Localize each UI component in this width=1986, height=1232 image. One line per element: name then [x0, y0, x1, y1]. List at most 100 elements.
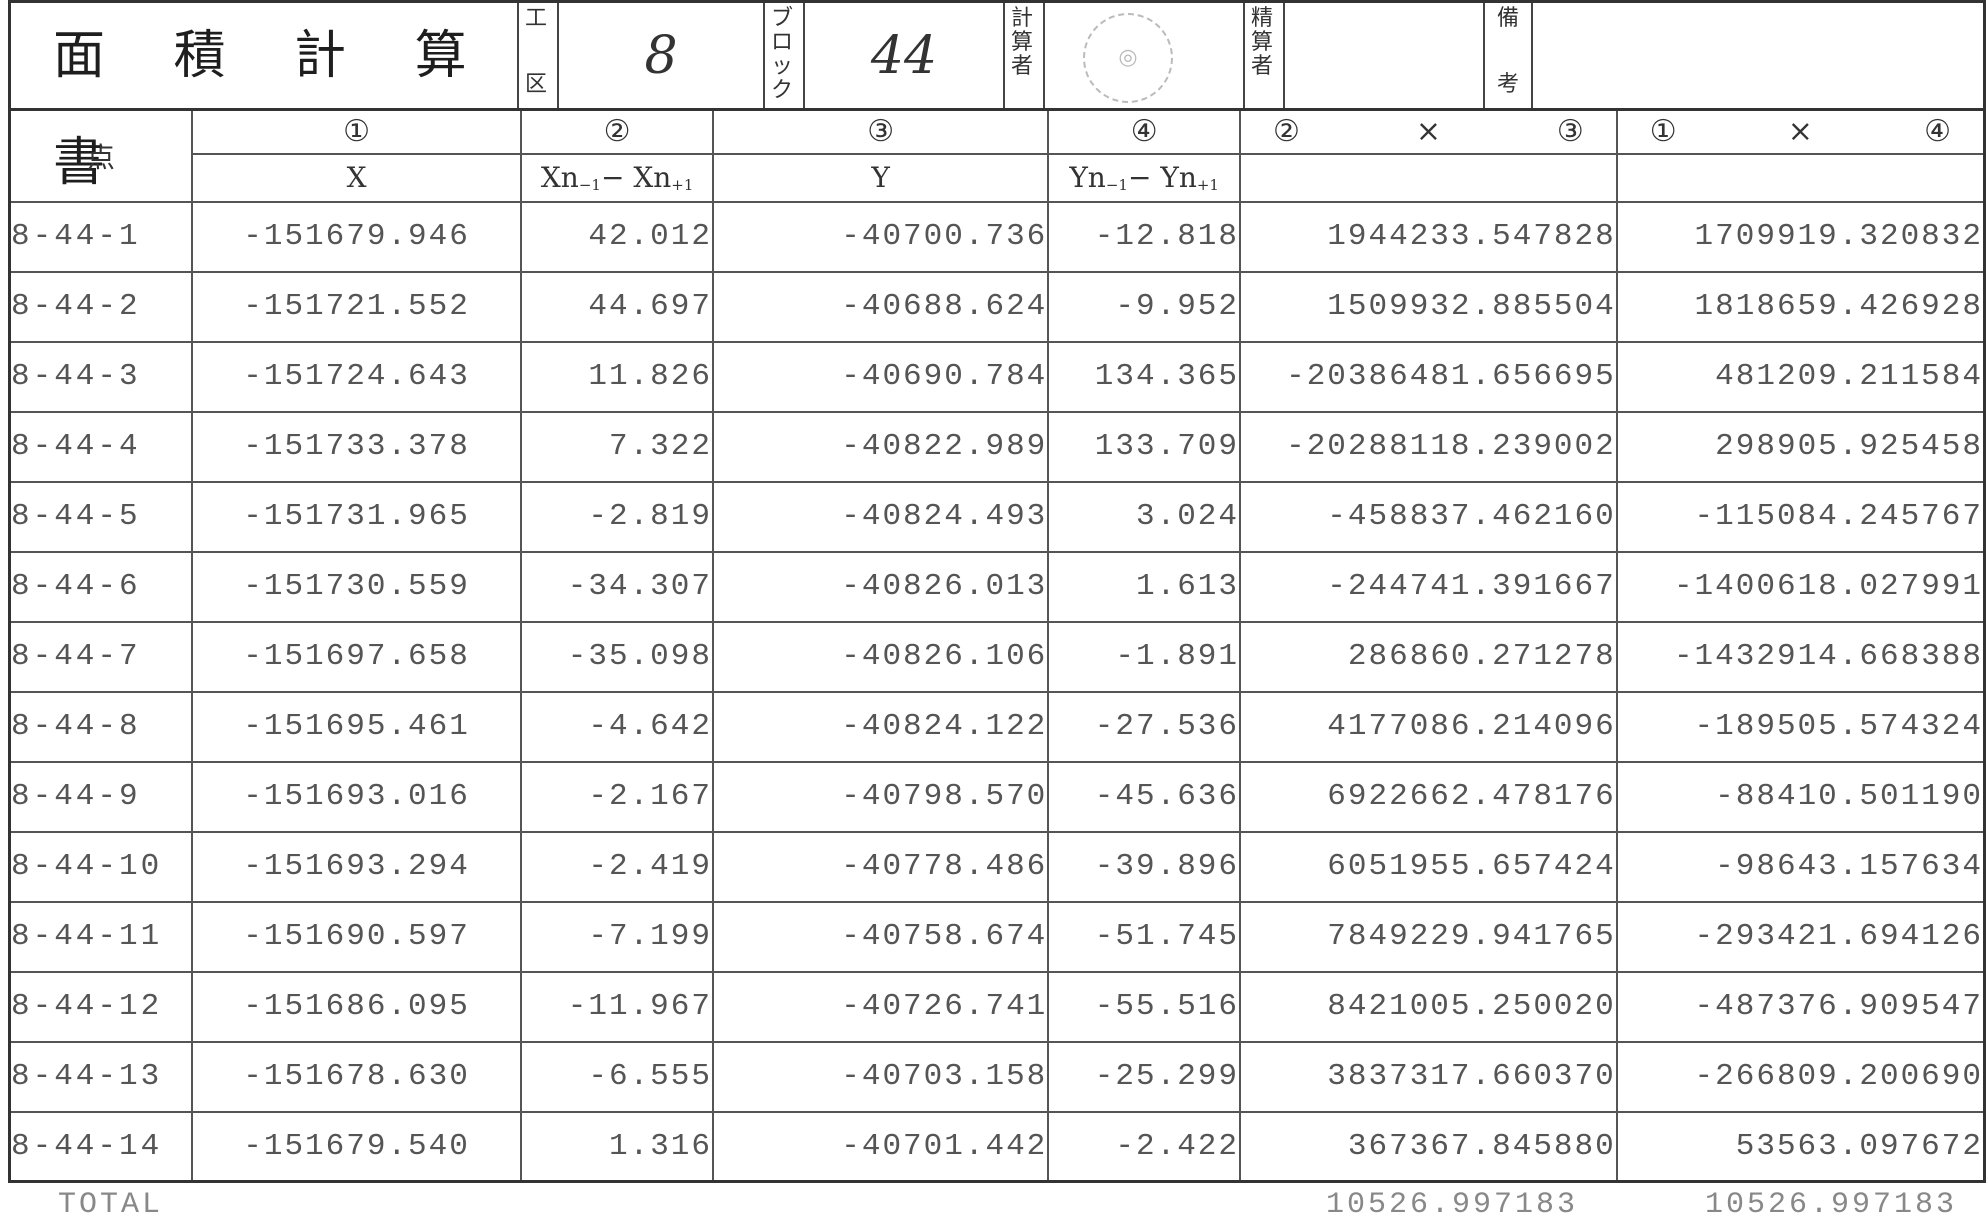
area-calculation-sheet: 面 積 計 算 書 工 区 8 ブ ロ ッ ク 44 計 算 者 ◎ 精 算 者… — [8, 0, 1986, 1232]
cell-product-23: 4177086.214096 — [1239, 690, 1618, 763]
cell-point: 8-44-8 — [8, 690, 193, 763]
cell-product-23: 3837317.660370 — [1239, 1040, 1618, 1113]
dy-label-part: − Yn — [1127, 161, 1197, 194]
cell-dx: -35.098 — [520, 620, 714, 693]
cell-dy: -9.952 — [1047, 270, 1242, 343]
cell-point: 8-44-10 — [8, 830, 193, 903]
cell-x: -151693.016 — [190, 760, 523, 833]
cell-dy: -45.636 — [1047, 760, 1242, 833]
calculator-seal-area: ◎ — [1045, 3, 1245, 110]
cell-dx: -34.307 — [520, 550, 714, 623]
col-x-label: X — [190, 152, 523, 203]
cell-x: -151690.597 — [190, 900, 523, 973]
cell-x: -151730.559 — [190, 550, 523, 623]
cell-dx: -4.642 — [520, 690, 714, 763]
table-row: 8-44-10 -151693.294 -2.419 -40778.486 -39.89… — [8, 830, 1986, 903]
cell-product-14: -266809.200690 — [1615, 1040, 1986, 1113]
cell-product-14: 1818659.426928 — [1615, 270, 1986, 343]
cell-product-14: -1400618.027991 — [1615, 550, 1986, 623]
col-p23-blank — [1239, 152, 1618, 203]
final-checker-label: 精 算 者 — [1245, 3, 1285, 110]
table-body: 8-44-1 -151679.946 42.012 -40700.736 -12.818… — [8, 200, 1986, 1183]
calculator-label: 計 算 者 — [1005, 3, 1045, 110]
calc-label-char: 計 — [1011, 6, 1034, 31]
block-label-char: ブ — [771, 6, 794, 31]
totals-row: TOTAL 10526.997183 10526.997183 — [8, 1188, 1986, 1228]
seisan-label-char: 精 — [1251, 6, 1274, 31]
cell-product-23: 1509932.885504 — [1239, 270, 1618, 343]
final-checker-value — [1285, 3, 1485, 110]
cell-dy: 133.709 — [1047, 410, 1242, 483]
cell-x: -151678.630 — [190, 1040, 523, 1113]
cell-product-23: -244741.391667 — [1239, 550, 1618, 623]
cell-y: -40822.989 — [711, 410, 1050, 483]
col-number-3: ③ — [711, 108, 1050, 155]
cell-point: 8-44-11 — [8, 900, 193, 973]
cell-product-14: -487376.909547 — [1615, 970, 1986, 1043]
seisan-label-char: 者 — [1251, 54, 1274, 79]
table-row: 8-44-11 -151690.597 -7.199 -40758.674 -51.74… — [8, 900, 1986, 973]
cell-point: 8-44-2 — [8, 270, 193, 343]
block-label-char: ッ — [771, 54, 794, 79]
dx-label-part: − Xn — [600, 161, 672, 194]
cell-point: 8-44-1 — [8, 200, 193, 273]
cell-dy: -51.745 — [1047, 900, 1242, 973]
cell-product-14: 1709919.320832 — [1615, 200, 1986, 273]
dx-label-sub: −1 — [578, 176, 601, 194]
point-header: 点 — [8, 108, 193, 203]
cell-dx: -2.167 — [520, 760, 714, 833]
cell-x: -151686.095 — [190, 970, 523, 1043]
col-dy-label: Yn−1− Yn+1 — [1047, 152, 1242, 203]
seisan-label-char: 算 — [1251, 30, 1274, 55]
cell-point: 8-44-12 — [8, 970, 193, 1043]
table-row: 8-44-6 -151730.559 -34.307 -40826.013 1.613-… — [8, 550, 1986, 623]
cell-product-23: 286860.271278 — [1239, 620, 1618, 693]
block-label: ブ ロ ッ ク — [765, 3, 805, 110]
cell-product-23: -20288118.239002 — [1239, 410, 1618, 483]
cell-y: -40778.486 — [711, 830, 1050, 903]
table-row: 8-44-8 -151695.461 -4.642 -40824.122 -27.536… — [8, 690, 1986, 763]
cell-dy: -2.422 — [1047, 1110, 1242, 1183]
calc-label-char: 算 — [1011, 30, 1034, 55]
cell-x: -151695.461 — [190, 690, 523, 763]
cell-point: 8-44-9 — [8, 760, 193, 833]
total-product-14: 10526.997183 — [1705, 1188, 1958, 1222]
cell-dx: -11.967 — [520, 970, 714, 1043]
total-label: TOTAL — [58, 1188, 164, 1222]
table-row: 8-44-5 -151731.965 -2.819 -40824.493 3.024 -4… — [8, 480, 1986, 553]
seal-stamp-icon: ◎ — [1083, 13, 1173, 103]
dx-label-sub: +1 — [671, 176, 694, 194]
col-product-23-header: ② × ③ — [1239, 108, 1618, 155]
cell-dy: -55.516 — [1047, 970, 1242, 1043]
cell-dx: 42.012 — [520, 200, 714, 273]
dy-label-sub: +1 — [1196, 176, 1219, 194]
block-label-char: ロ — [771, 30, 794, 55]
col-product-14-header: ① × ④ — [1615, 108, 1986, 155]
cell-product-23: 6051955.657424 — [1239, 830, 1618, 903]
cell-dy: -39.896 — [1047, 830, 1242, 903]
cell-x: -151697.658 — [190, 620, 523, 693]
col-y-label: Y — [711, 152, 1050, 203]
table-row: 8-44-9 -151693.016 -2.167 -40798.570 -45.636… — [8, 760, 1986, 833]
dx-label-part: Xn — [540, 161, 579, 194]
cell-y: -40758.674 — [711, 900, 1050, 973]
cell-dy: 1.613 — [1047, 550, 1242, 623]
block-label-char: ク — [771, 78, 794, 103]
circled-4: ④ — [1924, 114, 1951, 150]
cell-y: -40826.106 — [711, 620, 1050, 693]
col-number-1: ① — [190, 108, 523, 155]
cell-point: 8-44-7 — [8, 620, 193, 693]
cell-product-23: 367367.845880 — [1239, 1110, 1618, 1183]
times-sign: × — [1787, 114, 1813, 150]
dy-label-sub: −1 — [1105, 176, 1128, 194]
circled-2: ② — [1273, 114, 1300, 150]
cell-product-23: -20386481.656695 — [1239, 340, 1618, 413]
document-title: 面 積 計 算 書 — [11, 3, 519, 193]
cell-x: -151693.294 — [190, 830, 523, 903]
cell-y: -40690.784 — [711, 340, 1050, 413]
table-row: 8-44-14 -151679.540 1.316 -40701.442 -2.422 3… — [8, 1110, 1986, 1183]
cell-y: -40798.570 — [711, 760, 1050, 833]
table-row: 8-44-4 -151733.378 7.322 -40822.989 133.709-… — [8, 410, 1986, 483]
cell-dy: 134.365 — [1047, 340, 1242, 413]
cell-x: -151679.540 — [190, 1110, 523, 1183]
